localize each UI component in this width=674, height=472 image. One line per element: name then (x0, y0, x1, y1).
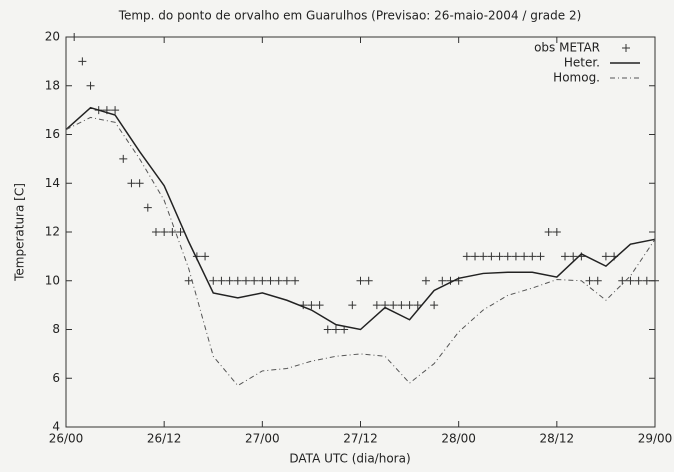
obs-marker (511, 252, 520, 261)
legend-marker (622, 44, 630, 52)
obs-marker (331, 325, 340, 334)
obs-marker (479, 252, 488, 261)
obs-marker (168, 228, 177, 236)
obs-marker (176, 228, 185, 236)
obs-marker (111, 106, 120, 115)
legend-label: Heter. (564, 56, 600, 70)
obs-marker (274, 276, 283, 285)
obs-marker (143, 203, 152, 212)
obs-marker (307, 301, 316, 310)
obs-marker (487, 252, 496, 261)
y-tick-label: 4 (52, 420, 60, 434)
obs-marker (601, 252, 610, 261)
obs-marker (421, 276, 430, 285)
obs-marker (86, 81, 95, 90)
x-tick-label: 28/12 (540, 432, 575, 446)
obs-marker (282, 276, 291, 285)
obs-marker (528, 252, 537, 261)
obs-marker (593, 276, 602, 285)
obs-marker (241, 276, 250, 285)
obs-marker (78, 57, 87, 66)
obs-marker (471, 252, 480, 261)
obs-marker (258, 276, 267, 285)
obs-marker (495, 252, 504, 261)
obs-marker (397, 301, 406, 310)
x-axis-label: DATA UTC (dia/hora) (289, 452, 410, 466)
series-line (65, 116, 656, 387)
obs-marker (405, 301, 414, 310)
obs-marker (372, 301, 381, 310)
obs-marker (536, 252, 545, 261)
obs-marker (217, 276, 226, 285)
obs-marker (233, 276, 242, 285)
obs-marker (209, 276, 218, 285)
obs-marker (135, 179, 144, 188)
x-tick-label: 29/00 (638, 432, 673, 446)
obs-marker (544, 228, 553, 236)
obs-marker (364, 276, 373, 285)
y-tick-label: 10 (45, 273, 60, 287)
x-tick-label: 26/00 (49, 432, 84, 446)
obs-marker (291, 276, 300, 285)
x-tick-label: 26/12 (147, 432, 182, 446)
legend-label: obs METAR (534, 41, 600, 55)
obs-marker (160, 228, 169, 236)
y-tick-label: 12 (45, 225, 60, 239)
obs-marker (356, 276, 365, 285)
obs-marker (642, 276, 651, 285)
obs-marker (618, 276, 627, 285)
obs-marker (438, 276, 447, 285)
obs-marker (561, 252, 570, 261)
obs-marker (127, 179, 136, 188)
obs-marker (585, 276, 594, 285)
obs-marker (250, 276, 259, 285)
obs-marker (315, 301, 324, 310)
y-tick-label: 8 (52, 322, 60, 336)
legend-label: Homog. (553, 71, 600, 85)
obs-marker (413, 301, 422, 310)
obs-marker (503, 252, 512, 261)
obs-marker (201, 252, 210, 261)
obs-marker (266, 276, 275, 285)
obs-marker (348, 301, 357, 310)
obs-marker (651, 276, 659, 285)
x-tick-label: 28/00 (441, 432, 476, 446)
y-tick-label: 18 (45, 78, 60, 92)
obs-marker (430, 301, 439, 310)
obs-marker (626, 276, 635, 285)
obs-marker (119, 154, 128, 163)
obs-marker (569, 252, 578, 261)
obs-marker (323, 325, 332, 334)
obs-marker (151, 228, 160, 236)
x-tick-label: 27/12 (343, 432, 378, 446)
obs-marker (389, 301, 398, 310)
obs-marker (552, 228, 561, 236)
y-axis-label: Temperatura [C] (13, 183, 27, 282)
x-tick-label: 27/00 (245, 432, 280, 446)
y-tick-label: 16 (45, 127, 60, 141)
chart-title: Temp. do ponto de orvalho em Guarulhos (… (118, 9, 582, 23)
series-line (65, 106, 656, 331)
y-tick-label: 20 (45, 30, 60, 44)
y-tick-label: 14 (45, 176, 60, 190)
obs-marker (225, 276, 234, 285)
obs-marker (70, 33, 79, 41)
obs-marker (634, 276, 643, 285)
obs-marker (184, 276, 193, 285)
obs-marker (520, 252, 529, 261)
obs-marker (462, 252, 471, 261)
y-tick-label: 6 (52, 371, 60, 385)
